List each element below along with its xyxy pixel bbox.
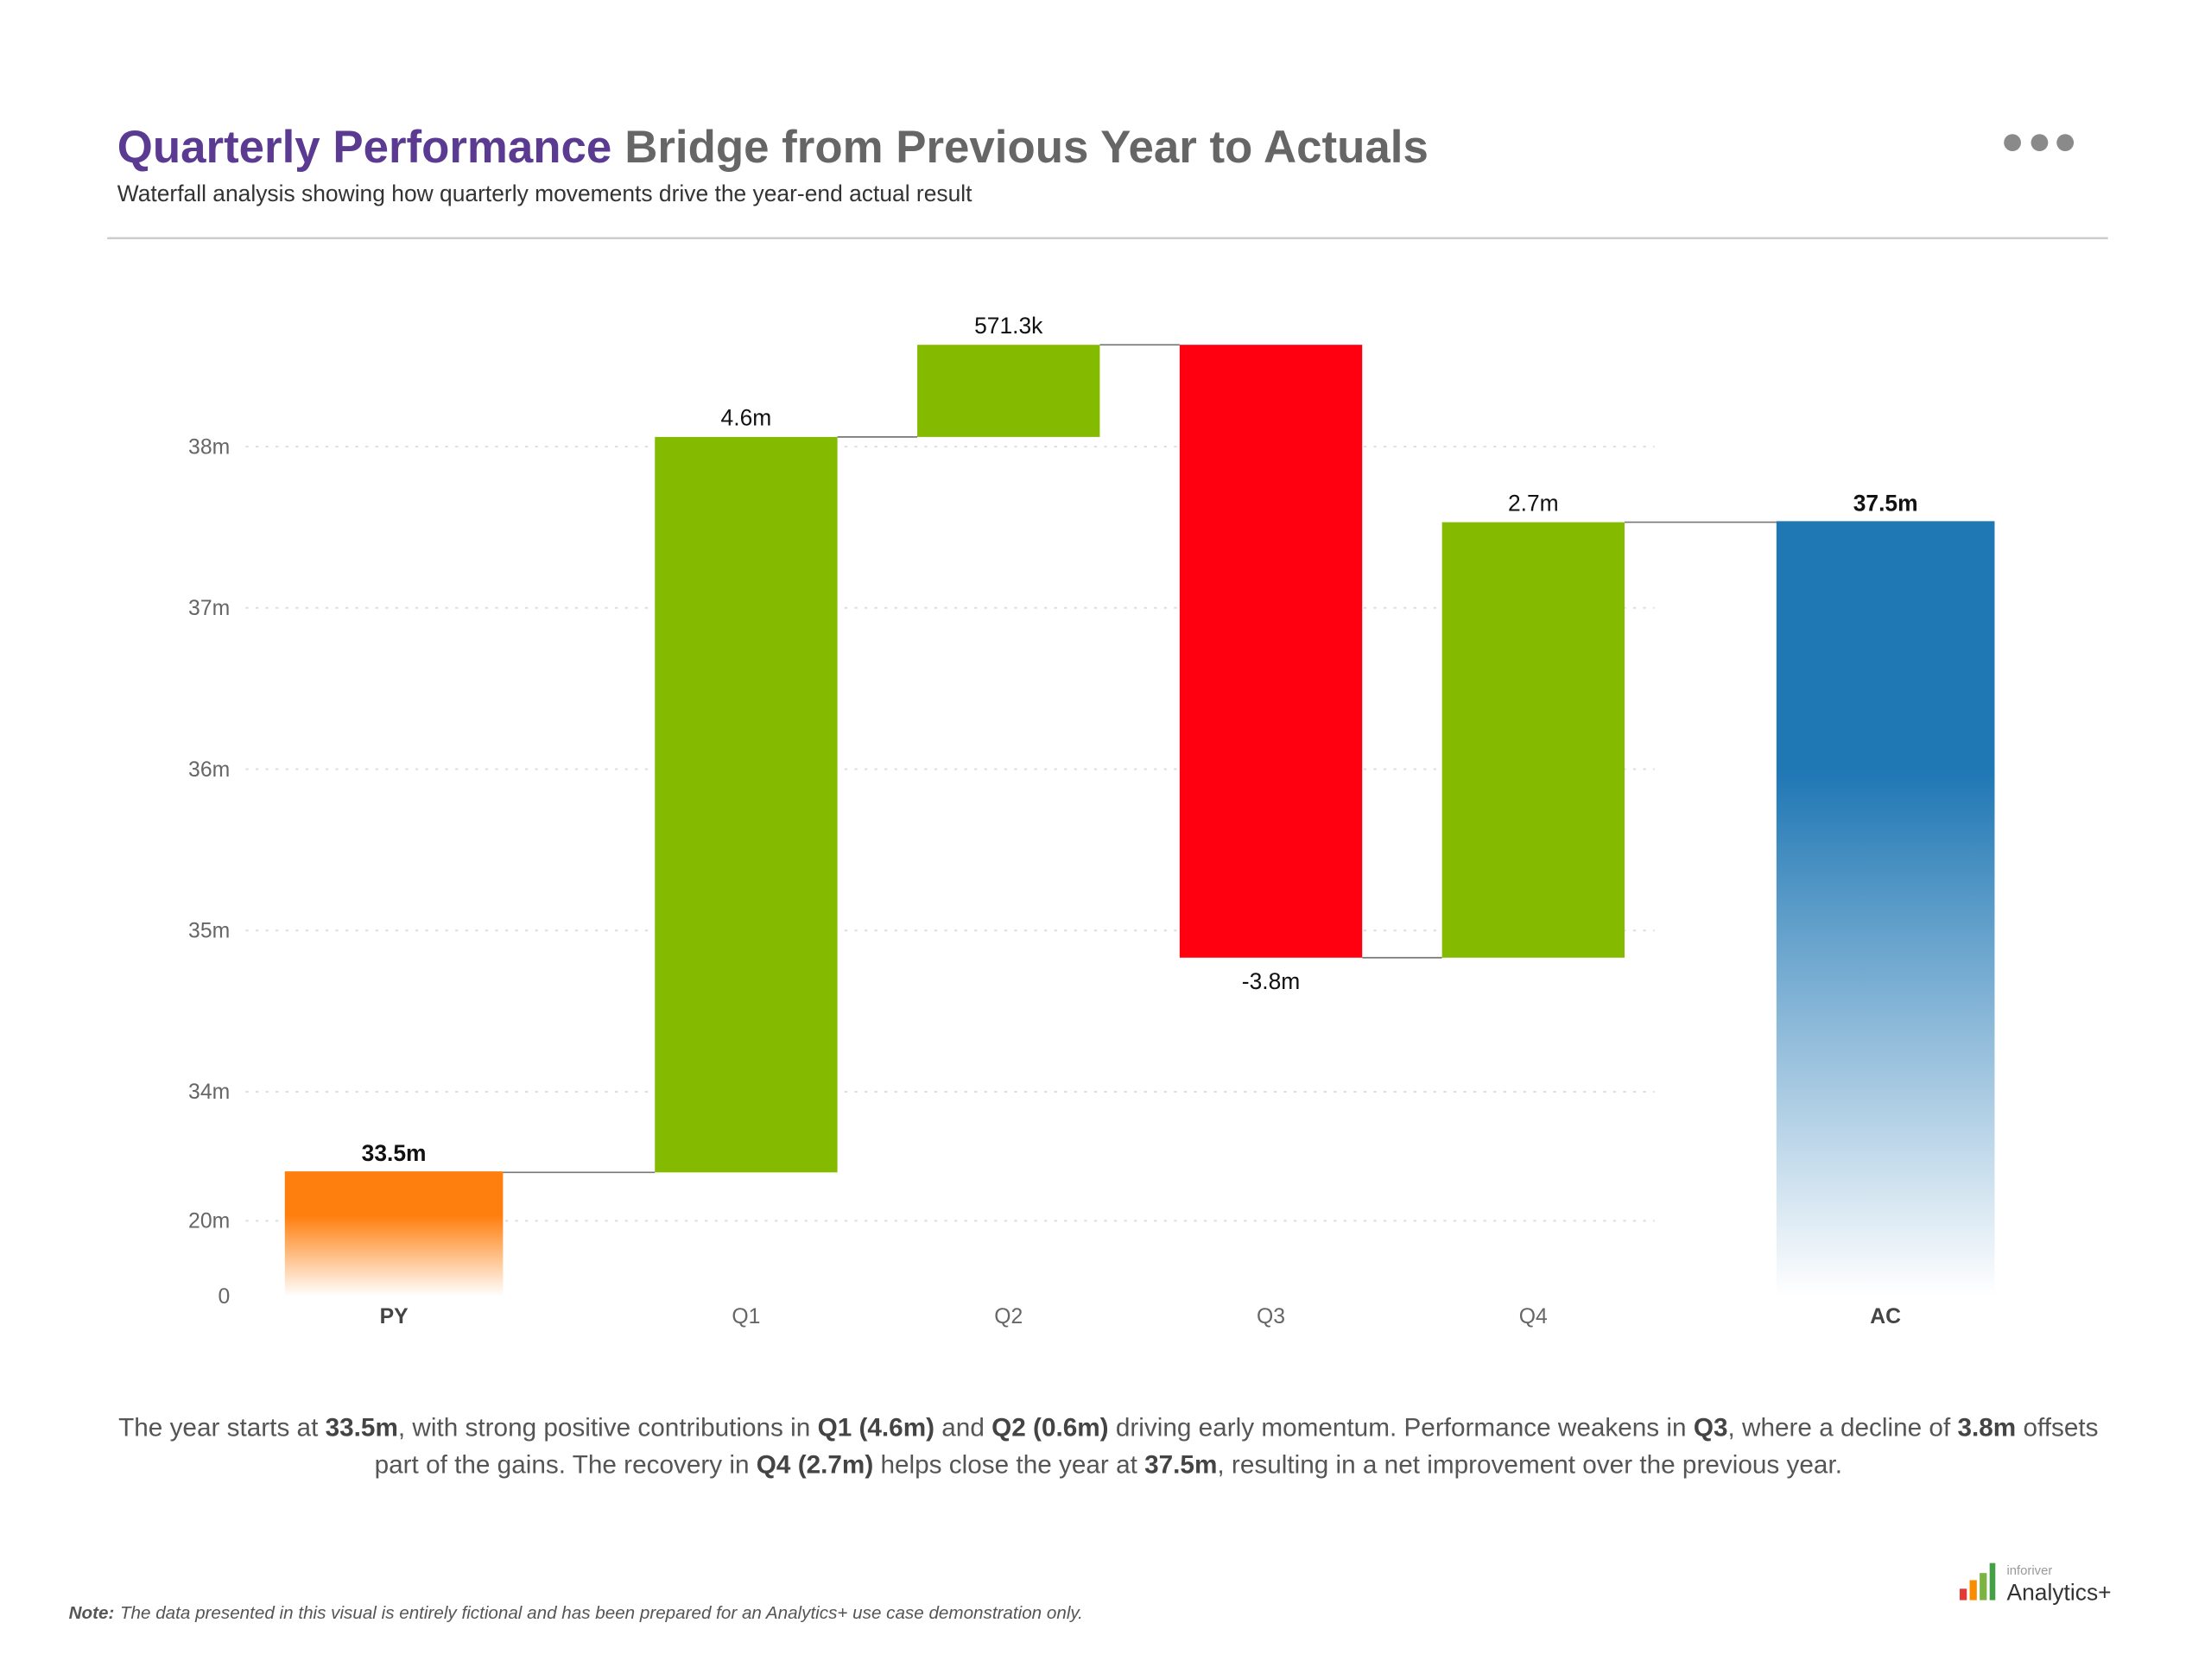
- logo-bar: [1960, 1588, 1967, 1601]
- narrative-run: Q2 (0.6m): [991, 1413, 1109, 1442]
- narrative-run: 3.8m: [1957, 1413, 2017, 1442]
- logo: inforiver Analytics+: [1960, 1563, 2112, 1606]
- narrative-run: offsets part of the gains. The recovery …: [374, 1413, 2099, 1480]
- narrative-run: and: [934, 1413, 992, 1442]
- menu-dot[interactable]: [2056, 134, 2075, 152]
- x-tick-label: Q4: [1519, 1305, 1548, 1328]
- note: Note: The data presented in this visual i…: [69, 1603, 1083, 1623]
- narrative-run: Q3: [1693, 1413, 1728, 1442]
- menu-dot[interactable]: [2004, 134, 2022, 152]
- narrative-run: , where a decline of: [1727, 1413, 1958, 1442]
- narrative-box: The year starts at 33.5m, with strong po…: [114, 1409, 2102, 1483]
- y-tick-label: 37m: [188, 597, 230, 620]
- bar: [284, 1172, 504, 1296]
- narrative-run: , with strong positive contributions in: [397, 1413, 818, 1442]
- value-label: -3.8m: [1242, 968, 1300, 994]
- y-tick-label: 35m: [188, 919, 230, 942]
- title-rest: Bridge from Previous Year to Actuals: [624, 122, 1429, 173]
- y-tick-label: 36m: [188, 758, 230, 782]
- logo-bar: [1980, 1573, 1987, 1601]
- menu-dot[interactable]: [2030, 134, 2049, 152]
- note-text: The data presented in this visual is ent…: [120, 1603, 1083, 1623]
- bar: [655, 436, 838, 1173]
- bar: [917, 345, 1100, 437]
- bar: [1179, 345, 1363, 958]
- y-tick-label: 20m: [188, 1210, 230, 1233]
- x-tick-label: PY: [380, 1305, 409, 1328]
- narrative-run: Q4 (2.7m): [756, 1450, 874, 1480]
- title: Quarterly Performance Bridge from Previou…: [117, 122, 1429, 173]
- y-tick-label: 34m: [188, 1081, 230, 1104]
- value-label: 4.6m: [721, 405, 772, 431]
- y-tick-label: 0: [218, 1285, 230, 1309]
- more-menu[interactable]: [2004, 134, 2075, 152]
- narrative-run: driving early momentum. Performance weak…: [1108, 1413, 1694, 1442]
- narrative-run: 33.5m: [325, 1413, 398, 1442]
- logo-bar: [1969, 1580, 1977, 1601]
- value-label: 2.7m: [1508, 490, 1559, 516]
- x-tick-label: Q2: [994, 1305, 1023, 1328]
- value-label: 571.3k: [974, 313, 1043, 339]
- x-tick-label: AC: [1870, 1305, 1901, 1328]
- x-tick-label: Q3: [1257, 1305, 1285, 1328]
- value-label: 37.5m: [1853, 490, 1918, 516]
- narrative-run: 37.5m: [1144, 1450, 1218, 1480]
- narrative-run: , resulting in a net improvement over th…: [1217, 1450, 1842, 1480]
- narrative: The year starts at 33.5m, with strong po…: [114, 1409, 2102, 1483]
- logo-product: Analytics+: [2006, 1580, 2111, 1606]
- bar: [1441, 522, 1625, 958]
- logo-bar: [1989, 1563, 1996, 1601]
- narrative-run: helps close the year at: [873, 1450, 1145, 1480]
- value-label: 33.5m: [362, 1140, 427, 1166]
- logo-brand: inforiver: [2006, 1564, 2052, 1578]
- note-label: Note:: [69, 1603, 115, 1623]
- title-highlight: Quarterly Performance: [117, 122, 612, 173]
- subtitle: Waterfall analysis showing how quarterly…: [117, 181, 972, 206]
- y-tick-label: 38m: [188, 435, 230, 459]
- narrative-run: The year starts at: [118, 1413, 326, 1442]
- bar: [1776, 522, 1995, 1296]
- narrative-run: Q1 (4.6m): [817, 1413, 935, 1442]
- x-tick-label: Q1: [732, 1305, 760, 1328]
- chart: 0 20m 34m 35m 36m 37m 38m 33.5m PY 4.6m Q1 571.3k Q2…: [188, 313, 1995, 1328]
